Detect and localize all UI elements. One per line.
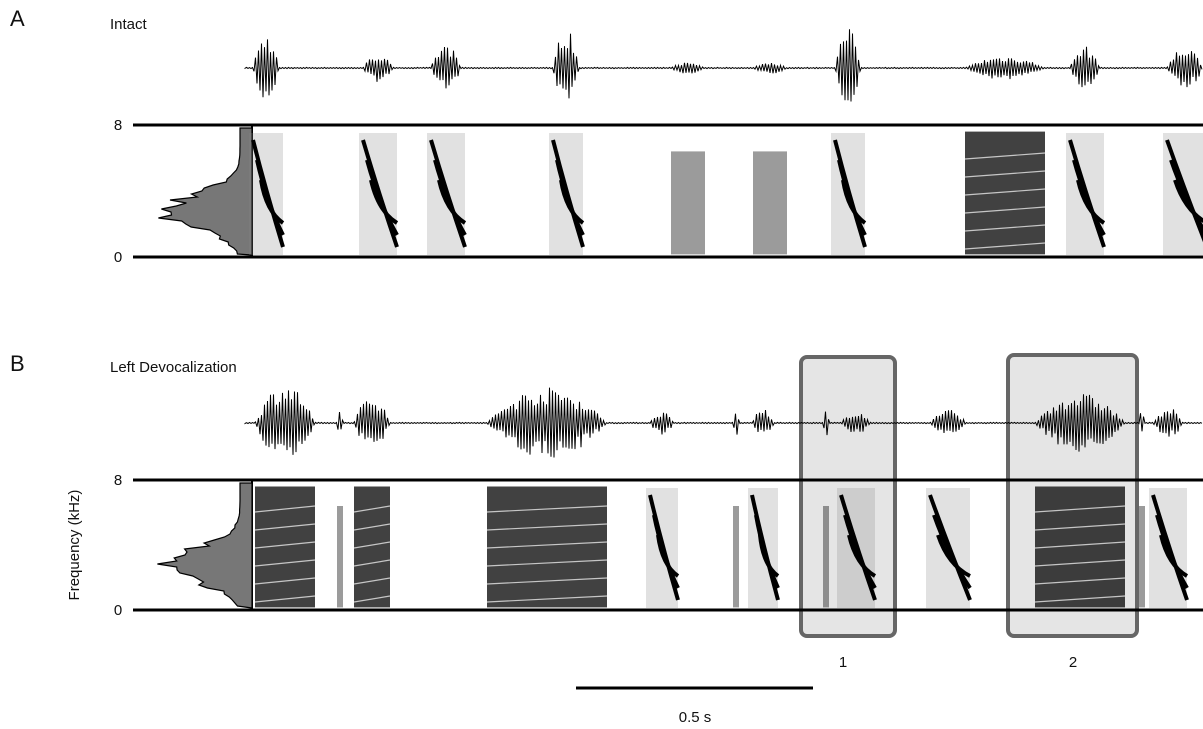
freq-tick-label: 8	[114, 117, 122, 134]
panel-title: Intact	[110, 16, 148, 33]
frequency-sweep	[1165, 139, 1203, 243]
harmonic	[254, 595, 316, 603]
recordings	[133, 29, 1203, 612]
harmonic	[486, 541, 608, 549]
frequency-sweep	[559, 179, 585, 225]
harmonic	[486, 505, 608, 513]
harmonic	[254, 559, 316, 567]
frequency-sweep	[259, 179, 285, 225]
harmonic	[964, 152, 1046, 160]
scale-bar-label: 0.5 s	[679, 709, 712, 726]
harmonic	[1034, 505, 1126, 513]
freq-tick-label: 8	[114, 472, 122, 489]
freq-tick-label: 0	[114, 249, 122, 266]
spectrogram-call	[1139, 506, 1145, 608]
frequency-sweep	[932, 514, 972, 590]
harmonic	[964, 170, 1046, 178]
spectrogram-call	[337, 506, 343, 608]
frequency-sweep	[433, 159, 467, 236]
harmonic	[353, 505, 391, 513]
waveform	[244, 29, 1203, 102]
harmonic	[1034, 577, 1126, 585]
harmonic	[964, 242, 1046, 250]
harmonic	[1034, 559, 1126, 567]
frequency-sweep	[843, 514, 877, 589]
harmonic	[353, 577, 391, 585]
harmonic	[254, 541, 316, 549]
frequency-sweep	[1076, 179, 1106, 225]
frequency-sweep	[928, 494, 972, 601]
frequency-sweep	[1173, 179, 1203, 223]
waveform	[244, 387, 1203, 458]
harmonic	[486, 595, 608, 603]
spectrogram-call	[965, 131, 1045, 255]
harmonic	[1034, 541, 1126, 549]
harmonic	[353, 523, 391, 531]
harmonic	[254, 523, 316, 531]
harmonic	[353, 559, 391, 567]
spectrogram-call	[753, 151, 787, 255]
panel-title: Left Devocalization	[110, 359, 237, 376]
frequency-sweep	[847, 534, 877, 578]
harmonic	[964, 224, 1046, 232]
frequency-sweep	[936, 534, 971, 578]
frequency-sweep	[1072, 159, 1106, 236]
frequency-sweep	[758, 534, 780, 578]
y-axis-label: Frequency (kHz)	[66, 490, 83, 601]
box-label: 1	[839, 654, 847, 671]
harmonic	[254, 505, 316, 513]
harmonic	[486, 577, 608, 585]
frequency-sweep	[656, 534, 680, 578]
harmonic	[486, 523, 608, 531]
spectrum-histogram	[157, 482, 253, 609]
freq-tick-label: 0	[114, 602, 122, 619]
harmonic	[353, 595, 391, 603]
panel-letter: B	[10, 351, 25, 376]
harmonic	[254, 577, 316, 585]
harmonic	[964, 188, 1046, 196]
panel-letter: A	[10, 6, 25, 31]
frequency-sweep	[841, 179, 867, 225]
frequency-sweep	[1155, 514, 1189, 589]
box-label: 2	[1069, 654, 1077, 671]
spectrum-histogram	[158, 127, 253, 256]
frequency-sweep	[365, 159, 399, 236]
harmonic	[964, 206, 1046, 214]
spectrogram-call	[823, 506, 829, 608]
harmonic	[353, 541, 391, 549]
frequency-sweep	[437, 179, 467, 225]
harmonic	[1034, 595, 1126, 603]
harmonic	[1034, 523, 1126, 531]
spectrogram-call	[671, 151, 705, 255]
harmonic	[486, 559, 608, 567]
frequency-sweep	[1159, 534, 1189, 578]
frequency-sweep	[369, 179, 399, 225]
spectrogram-call	[733, 506, 739, 608]
